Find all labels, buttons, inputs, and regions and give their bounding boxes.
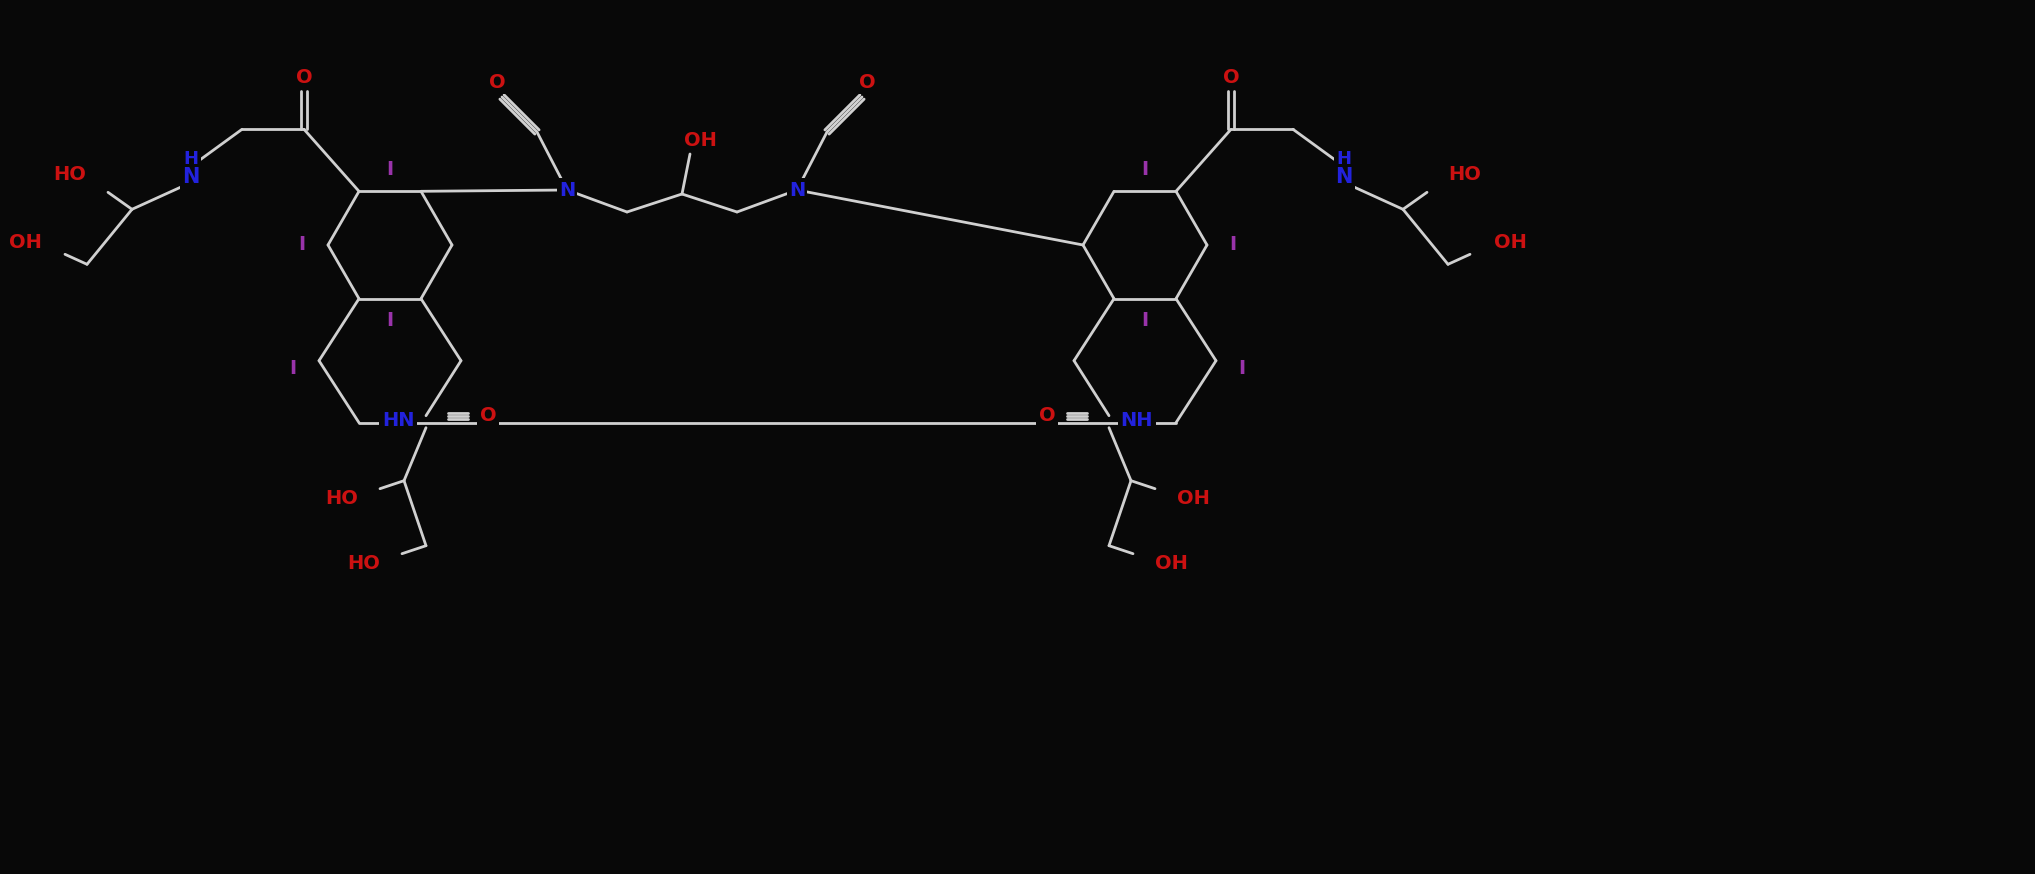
Text: OH: OH — [684, 130, 716, 149]
Text: O: O — [1038, 406, 1056, 425]
Text: OH: OH — [1176, 489, 1209, 508]
Text: N: N — [1335, 167, 1353, 187]
Text: O: O — [488, 73, 505, 92]
Text: N: N — [560, 181, 576, 199]
Text: I: I — [1239, 359, 1245, 378]
Text: N: N — [790, 181, 806, 199]
Text: HO: HO — [326, 489, 358, 508]
Text: NH: NH — [1121, 411, 1154, 430]
Text: O: O — [480, 406, 497, 425]
Text: I: I — [1142, 160, 1148, 179]
Text: HN: HN — [383, 411, 415, 430]
Text: I: I — [1229, 235, 1237, 254]
Text: I: I — [289, 359, 297, 378]
Text: I: I — [1142, 311, 1148, 330]
Text: H: H — [1337, 150, 1351, 169]
Text: HO: HO — [348, 554, 381, 573]
Text: OH: OH — [8, 232, 41, 252]
Text: OH: OH — [1494, 232, 1526, 252]
Text: O: O — [1223, 68, 1239, 87]
Text: N: N — [183, 167, 199, 187]
Text: I: I — [387, 160, 393, 179]
Text: O: O — [295, 68, 311, 87]
Text: H: H — [183, 150, 199, 169]
Text: HO: HO — [1449, 165, 1481, 184]
Text: O: O — [859, 73, 875, 92]
Text: OH: OH — [1154, 554, 1188, 573]
Text: HO: HO — [53, 165, 85, 184]
Text: I: I — [299, 235, 305, 254]
Text: I: I — [387, 311, 393, 330]
